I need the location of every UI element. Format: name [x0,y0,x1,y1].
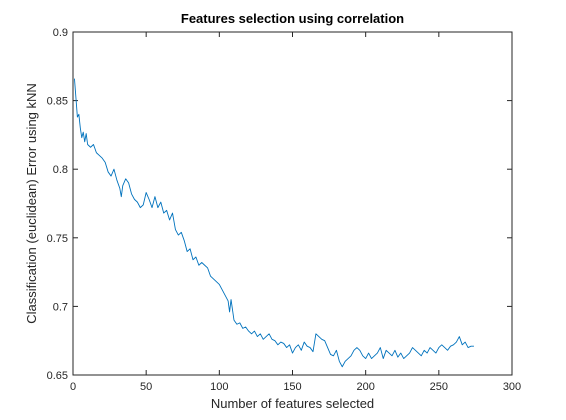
y-tick-label: 0.8 [53,164,68,176]
y-axis-label: Classification (euclidean) Error using k… [24,83,39,324]
y-tick-labels: 0.65 0.7 0.75 0.8 0.85 0.9 [47,27,68,382]
chart-title: Features selection using correlation [181,11,404,26]
x-axis-label: Number of features selected [211,396,374,411]
tick-marks [72,31,513,376]
y-tick-label: 0.65 [47,370,68,382]
x-tick-label: 100 [210,381,228,393]
x-tick-label: 200 [356,381,374,393]
x-tick-label: 50 [140,381,152,393]
x-tick-labels: 0 50 100 150 200 250 300 [70,381,521,393]
x-tick-label: 250 [430,381,448,393]
y-tick-label: 0.9 [53,27,68,39]
x-tick-label: 150 [283,381,301,393]
plot-area [72,31,513,376]
y-tick-label: 0.75 [47,233,68,245]
y-tick-label: 0.85 [47,96,68,108]
x-tick-label: 300 [503,381,521,393]
series-line [74,78,474,368]
x-tick-label: 0 [70,381,76,393]
y-tick-label: 0.7 [53,301,68,313]
series-layer [74,78,474,368]
